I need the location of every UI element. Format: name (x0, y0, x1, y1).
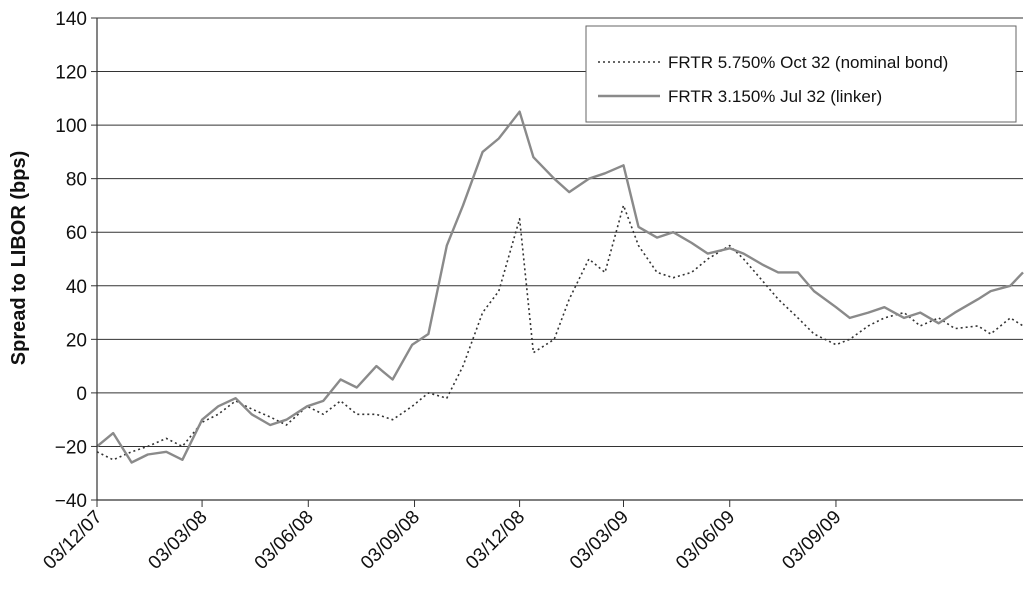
axes (96, 18, 1023, 501)
y-axis-ticks: −40 −20 0 20 40 60 80 100 120 140 (55, 9, 97, 512)
y-tick-label: 60 (66, 223, 87, 244)
gridlines (97, 17, 1023, 447)
y-tick-label: 80 (66, 170, 87, 191)
x-tick-label: 03/09/08 (357, 507, 424, 574)
x-tick-label: 03/12/07 (39, 507, 106, 574)
legend: FRTR 5.750% Oct 32 (nominal bond) FRTR 3… (585, 25, 1017, 123)
legend-label-linker: FRTR 3.150% Jul 32 (linker) (668, 87, 882, 106)
x-tick-label: 03/06/09 (672, 507, 739, 574)
x-axis-ticks: 03/12/07 03/03/08 03/06/08 03/09/08 03/12/08… (39, 500, 845, 574)
y-tick-label: 140 (55, 9, 87, 30)
y-tick-label: 100 (55, 116, 87, 137)
legend-box (585, 25, 1017, 123)
x-tick-label: 03/06/08 (251, 507, 318, 574)
x-tick-label: 03/09/09 (778, 507, 845, 574)
x-tick-label: 03/03/09 (566, 507, 633, 574)
series-line-nominal (96, 204, 1024, 461)
series-line-linker (96, 110, 1024, 464)
y-axis-title: Spread to LIBOR (bps) (8, 151, 30, 365)
y-tick-label: 0 (76, 384, 87, 405)
y-tick-label: −40 (55, 491, 87, 512)
legend-label-nominal: FRTR 5.750% Oct 32 (nominal bond) (668, 53, 948, 72)
y-tick-label: 20 (66, 330, 87, 351)
x-tick-label: 03/12/08 (462, 507, 529, 574)
x-tick-label: 03/03/08 (144, 507, 211, 574)
y-tick-label: 120 (55, 63, 87, 84)
series-layer (96, 110, 1024, 464)
y-tick-label: 40 (66, 277, 87, 298)
y-tick-label: −20 (55, 437, 87, 458)
